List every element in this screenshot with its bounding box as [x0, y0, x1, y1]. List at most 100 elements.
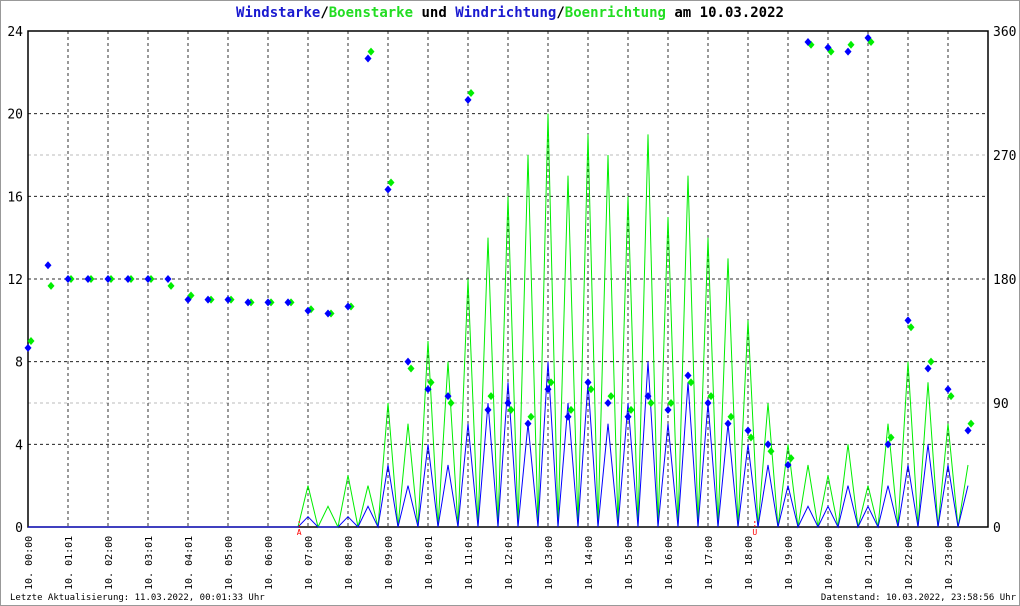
direction-point-windrichtung — [624, 412, 632, 421]
direction-point-boenrichtung — [387, 178, 395, 187]
direction-point-boenrichtung — [527, 412, 535, 421]
x-tick-label: 10. 04:01 — [184, 536, 195, 590]
direction-point-windrichtung — [64, 275, 72, 283]
direction-point-boenrichtung — [647, 399, 655, 407]
y-left-tick-label: 0 — [15, 521, 23, 536]
marker-label: A — [297, 528, 302, 537]
direction-point-windrichtung — [824, 43, 832, 52]
direction-point-boenrichtung — [727, 412, 735, 421]
direction-point-boenrichtung — [467, 89, 475, 97]
direction-point-windrichtung — [284, 298, 292, 307]
direction-point-boenrichtung — [627, 405, 635, 414]
direction-point-boenrichtung — [587, 385, 595, 394]
y-right-tick-label: 270 — [993, 149, 1016, 164]
direction-point-windrichtung — [504, 399, 512, 407]
y-right-tick-label: 90 — [993, 397, 1009, 412]
direction-point-windrichtung — [204, 295, 212, 304]
direction-point-boenrichtung — [367, 47, 375, 56]
title-sep: / — [320, 5, 329, 21]
direction-point-boenrichtung — [847, 40, 855, 49]
x-tick-label: 10. 21:00 — [864, 536, 875, 590]
title-boenrichtung: Boenrichtung — [564, 5, 666, 21]
title-windstarke: Windstarke — [236, 5, 321, 21]
x-tick-label: 10. 06:00 — [264, 536, 275, 590]
y-right-tick-label: 180 — [993, 273, 1016, 288]
direction-point-boenrichtung — [787, 454, 795, 463]
direction-point-boenrichtung — [427, 378, 435, 387]
x-tick-label: 10. 14:00 — [584, 536, 595, 590]
direction-point-boenrichtung — [447, 399, 455, 407]
direction-point-boenrichtung — [167, 281, 175, 290]
direction-point-windrichtung — [784, 461, 792, 469]
x-tick-label: 10. 00:00 — [24, 536, 35, 590]
direction-point-windrichtung — [84, 275, 92, 283]
title-sep: / — [556, 5, 565, 21]
direction-point-windrichtung — [444, 392, 452, 401]
x-tick-label: 10. 03:01 — [144, 536, 155, 590]
direction-point-windrichtung — [464, 95, 472, 104]
direction-point-windrichtung — [484, 405, 492, 414]
direction-point-boenrichtung — [507, 405, 515, 414]
direction-point-boenrichtung — [887, 433, 895, 442]
direction-point-windrichtung — [644, 392, 652, 401]
direction-point-boenrichtung — [547, 378, 555, 387]
x-tick-label: 10. 08:00 — [344, 536, 355, 590]
title-date: am 10.03.2022 — [665, 5, 784, 21]
x-tick-label: 10. 19:00 — [784, 536, 795, 590]
x-tick-label: 10. 10:01 — [424, 536, 435, 590]
x-tick-label: 10. 05:00 — [224, 536, 235, 590]
direction-point-windrichtung — [724, 419, 732, 428]
title-windrichtung: Windrichtung — [455, 5, 557, 21]
x-tick-label: 10. 17:00 — [704, 536, 715, 590]
direction-point-boenrichtung — [27, 337, 35, 345]
plot-frame — [27, 30, 989, 528]
x-tick-label: 10. 22:00 — [904, 536, 915, 590]
direction-point-windrichtung — [164, 275, 172, 283]
x-tick-label: 10. 23:00 — [944, 536, 955, 590]
direction-point-windrichtung — [764, 440, 772, 449]
direction-point-windrichtung — [304, 306, 312, 315]
y-left-tick-label: 8 — [15, 356, 23, 371]
direction-point-boenrichtung — [687, 378, 695, 387]
x-tick-label: 10. 07:00 — [304, 536, 315, 590]
x-tick-label: 10. 16:00 — [664, 536, 675, 590]
direction-point-windrichtung — [684, 371, 692, 380]
direction-point-windrichtung — [324, 309, 332, 318]
direction-point-windrichtung — [184, 295, 192, 304]
direction-point-windrichtung — [844, 47, 852, 56]
direction-point-boenrichtung — [607, 392, 615, 401]
direction-point-boenrichtung — [747, 433, 755, 442]
marker-label: U — [752, 528, 757, 537]
direction-point-windrichtung — [384, 185, 392, 194]
x-tick-label: 10. 18:00 — [744, 536, 755, 590]
series-line-boenstarke — [28, 113, 969, 529]
x-tick-label: 10. 12:01 — [504, 536, 515, 590]
direction-point-windrichtung — [904, 316, 912, 325]
direction-point-windrichtung — [804, 38, 812, 47]
direction-point-windrichtung — [144, 275, 152, 283]
title-boenstarke: Boenstarke — [328, 5, 414, 21]
direction-point-windrichtung — [244, 298, 252, 307]
direction-point-boenrichtung — [567, 405, 575, 414]
direction-point-windrichtung — [404, 357, 412, 366]
direction-point-windrichtung — [44, 261, 52, 270]
last-update: Letzte Aktualisierung: 11.03.2022, 00:01… — [10, 593, 265, 603]
direction-point-windrichtung — [944, 385, 952, 394]
direction-point-boenrichtung — [407, 364, 415, 373]
direction-point-windrichtung — [424, 385, 432, 394]
direction-point-windrichtung — [604, 399, 612, 407]
y-left-tick-label: 12 — [7, 273, 23, 288]
direction-point-boenrichtung — [707, 392, 715, 401]
direction-point-windrichtung — [24, 343, 32, 352]
direction-point-windrichtung — [864, 33, 872, 42]
direction-point-windrichtung — [524, 419, 532, 428]
direction-point-boenrichtung — [907, 323, 915, 332]
x-tick-label: 10. 01:01 — [64, 536, 75, 590]
direction-point-windrichtung — [924, 364, 932, 373]
title-und: und — [413, 5, 456, 21]
x-tick-label: 10. 11:01 — [464, 536, 475, 590]
x-tick-label: 10. 20:00 — [824, 536, 835, 590]
direction-point-windrichtung — [104, 275, 112, 283]
direction-point-windrichtung — [124, 275, 132, 283]
